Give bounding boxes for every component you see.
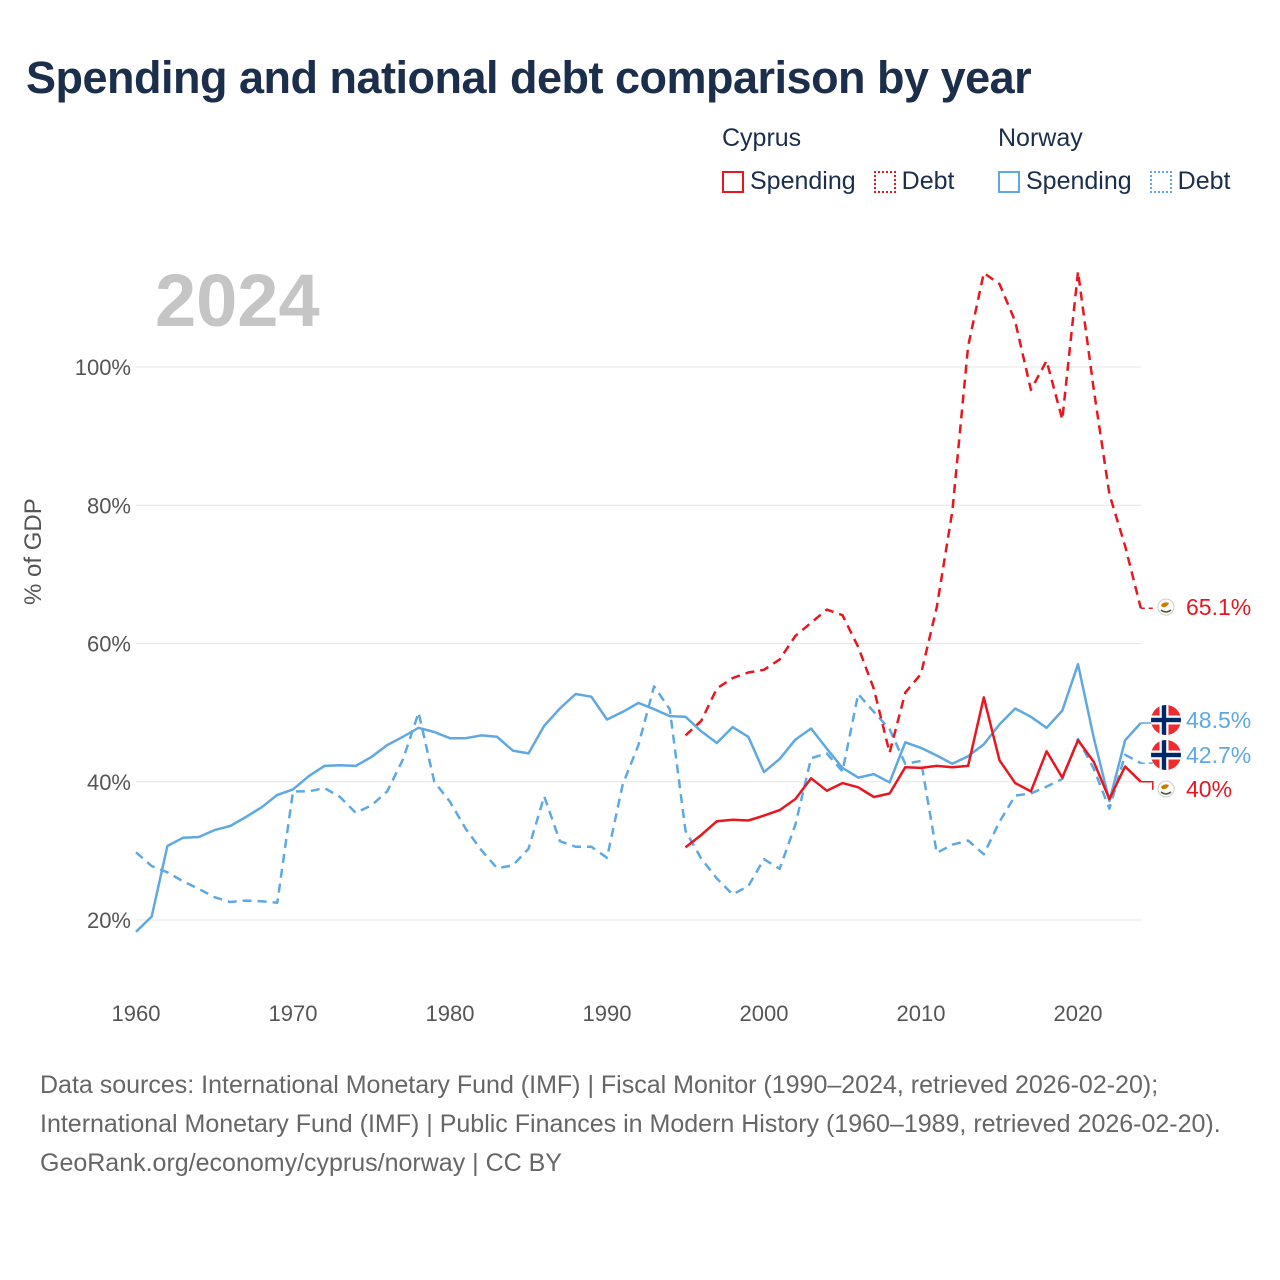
footer: Data sources: International Monetary Fun… — [40, 1066, 1240, 1183]
series-line-norway-debt — [135, 685, 1142, 904]
legend-item-cyprus-spending[interactable]: Spending — [722, 167, 856, 196]
legend-swatch-dotted — [873, 170, 896, 193]
series-line-cyprus-debt — [684, 270, 1143, 754]
legend-swatch-solid — [722, 170, 744, 193]
norway-flag-icon — [1151, 740, 1181, 770]
series-line-cyprus-spending — [684, 696, 1142, 849]
legend-heading-norway: Norway — [998, 124, 1083, 152]
end-connector-norway-spending — [1140, 719, 1154, 724]
y-tick-label: 20% — [87, 908, 131, 933]
legend-label: Spending — [1026, 167, 1132, 195]
legend-label: Debt — [1177, 167, 1231, 195]
legend-swatch-dotted — [1149, 170, 1172, 193]
legend-norway: Norway Spending Debt — [998, 124, 1230, 196]
end-value-label: 65.1% — [1186, 594, 1251, 620]
end-connector-cyprus-spending — [1140, 781, 1154, 790]
y-tick-label: 80% — [87, 493, 131, 518]
cyprus-flag-icon — [1157, 598, 1175, 616]
x-tick-label: 2020 — [1054, 1001, 1103, 1026]
end-connector-cyprus-debt — [1140, 606, 1154, 609]
legend-item-norway-spending[interactable]: Spending — [998, 167, 1132, 196]
x-tick-label: 1960 — [112, 1001, 161, 1026]
data-sources: Data sources: International Monetary Fun… — [40, 1071, 1221, 1138]
x-tick-label: 1990 — [583, 1001, 632, 1026]
x-tick-label: 1970 — [269, 1001, 318, 1026]
end-connector-norway-debt — [1140, 754, 1154, 764]
end-value-label: 42.7% — [1186, 742, 1251, 768]
end-value-label: 40% — [1186, 776, 1232, 802]
norway-flag-icon — [1151, 705, 1181, 735]
legend-item-cyprus-debt[interactable]: Debt — [873, 167, 955, 196]
y-tick-label: 40% — [87, 770, 131, 795]
x-tick-label: 2000 — [740, 1001, 789, 1026]
legend-heading-cyprus: Cyprus — [722, 124, 802, 152]
x-tick-label: 1980 — [426, 1001, 475, 1026]
credit-line: GeoRank.org/economy/cyprus/norway | CC B… — [40, 1149, 562, 1177]
legend-swatch-solid — [998, 170, 1020, 193]
legend-label: Debt — [901, 167, 955, 195]
chart-title: Spending and national debt comparison by… — [26, 52, 1032, 103]
current-year-label: 2024 — [155, 259, 320, 342]
series-line-norway-spending — [135, 662, 1142, 933]
y-tick-label: 100% — [75, 355, 131, 380]
cyprus-flag-icon — [1157, 780, 1175, 798]
legend-label: Spending — [750, 167, 856, 195]
y-tick-label: 60% — [87, 632, 131, 657]
line-chart: 20% 40% 60% 80% 100% 1960 1970 1980 1990 2000 2010… — [75, 270, 1251, 1026]
end-value-label: 48.5% — [1186, 707, 1251, 733]
legend-item-norway-debt[interactable]: Debt — [1149, 167, 1231, 196]
y-axis-label: % of GDP — [20, 498, 47, 605]
legend-cyprus: Cyprus Spending Debt — [722, 124, 954, 196]
x-tick-label: 2010 — [897, 1001, 946, 1026]
